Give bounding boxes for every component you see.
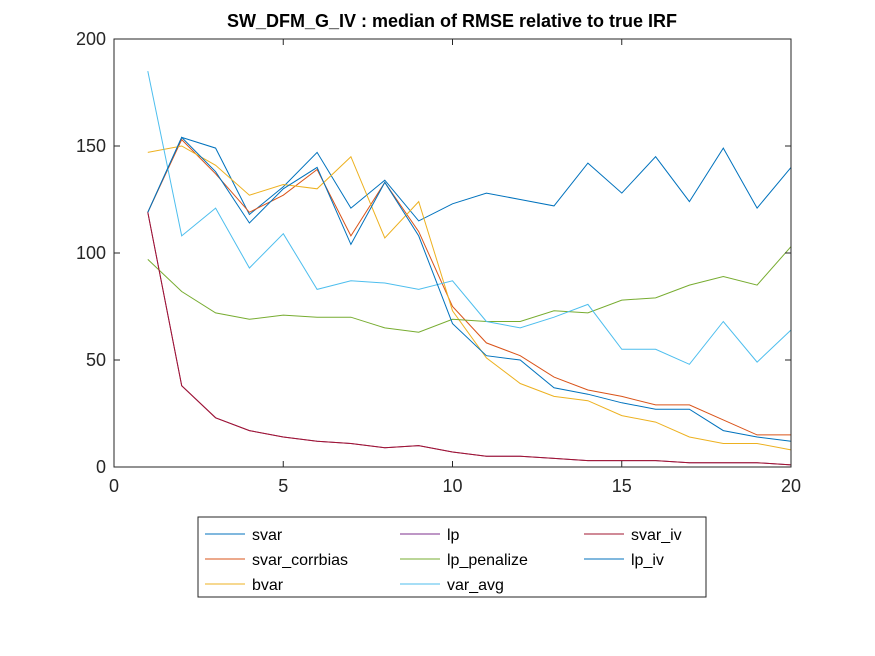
y-tick-label: 100 — [76, 243, 106, 263]
legend: svar lp svar_iv svar_corrbias lp_penalize lp_… — [197, 516, 707, 598]
legend-box — [197, 516, 707, 598]
x-tick-label: 15 — [612, 476, 632, 496]
series-line-svar — [147, 136, 792, 222]
legend-label-svar-iv: svar_iv — [631, 527, 682, 544]
series-line-svar-corrbias — [147, 138, 791, 436]
x-tick-label: 5 — [278, 476, 288, 496]
series-line-lp — [147, 212, 792, 466]
series-line-bvar — [147, 145, 792, 451]
legend-label-lp-penalize: lp_penalize — [447, 552, 528, 569]
series-line-var-avg — [147, 70, 792, 365]
legend-label-lp: lp — [447, 527, 460, 544]
plot-lines — [147, 70, 792, 466]
chart-title: SW_DFM_G_IV : median of RMSE relative to… — [227, 11, 677, 31]
legend-label-bvar: bvar — [252, 577, 284, 594]
y-axis: 0 50 100 150 200 — [76, 29, 791, 477]
legend-label-svar: svar — [252, 527, 283, 544]
plot-frame — [113, 38, 792, 468]
y-tick-label: 200 — [76, 29, 106, 49]
legend-label-svar-corrbias: svar_corrbias — [252, 552, 348, 569]
y-tick-label: 150 — [76, 136, 106, 156]
series-line-lp-iv — [147, 136, 792, 442]
legend-label-lp-iv: lp_iv — [631, 552, 664, 569]
series-line-lp-penalize — [147, 246, 792, 333]
x-tick-label: 10 — [442, 476, 462, 496]
x-axis: 0 5 10 15 20 — [109, 39, 801, 496]
y-tick-label: 50 — [86, 350, 106, 370]
legend-label-var-avg: var_avg — [447, 577, 504, 594]
series-line-svar-iv — [147, 212, 792, 466]
y-tick-label: 0 — [96, 457, 106, 477]
x-tick-label: 0 — [109, 476, 119, 496]
x-tick-label: 20 — [781, 476, 801, 496]
